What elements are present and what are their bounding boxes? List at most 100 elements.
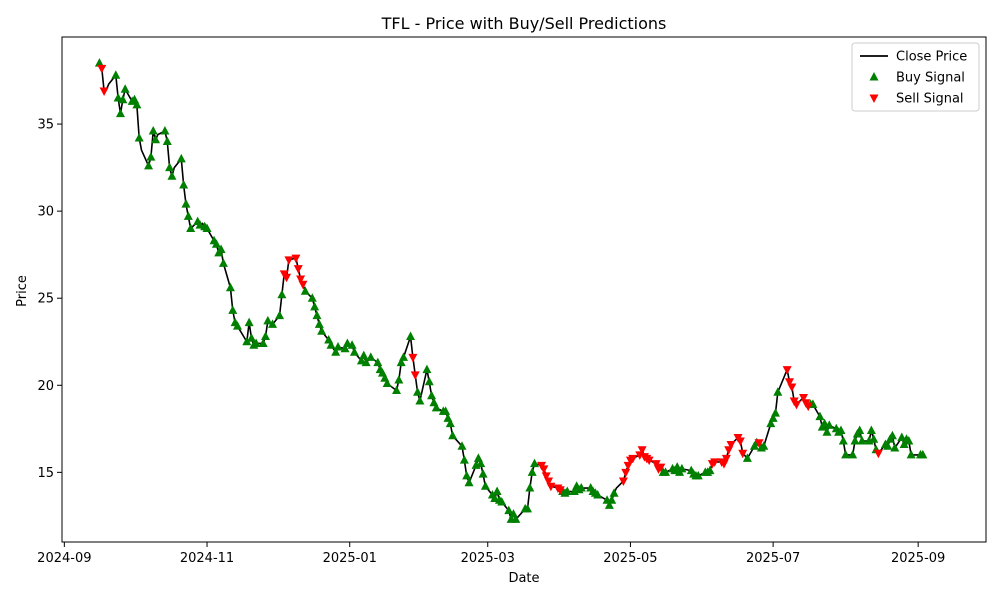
sell-signal-marker xyxy=(656,463,666,473)
buy-signal-marker xyxy=(251,338,261,347)
plot-area: 2024-09 2024-11 2025-01 2025-03 2025-05 2025-… xyxy=(37,36,987,566)
buy-signal-marker xyxy=(144,160,154,170)
buy-signal-marker xyxy=(441,406,451,415)
sell-signal-marker xyxy=(785,378,795,387)
sell-signal-marker xyxy=(792,400,802,410)
sell-signal-marker xyxy=(710,458,720,467)
sell-signal-marker xyxy=(628,454,638,464)
buy-signal-marker xyxy=(340,343,350,353)
sell-signal-marker xyxy=(99,87,109,96)
buy-signal-marker xyxy=(232,321,242,330)
buy-signal-marker xyxy=(855,425,865,435)
buy-signal-marker xyxy=(593,489,603,499)
buy-signal-marker xyxy=(525,483,535,492)
buy-signal-marker xyxy=(120,84,130,93)
buy-signal-marker xyxy=(766,418,776,428)
buy-signal-marker xyxy=(307,293,317,302)
buy-signal-marker xyxy=(576,483,586,492)
sell-signal-marker xyxy=(873,449,883,459)
buy-signal-marker xyxy=(822,427,832,436)
buy-signal-marker xyxy=(275,310,285,320)
buy-signal-marker xyxy=(183,211,193,220)
buy-signal-marker xyxy=(504,505,514,515)
buy-signal-marker xyxy=(661,467,671,476)
buy-signal-marker xyxy=(899,439,909,448)
buy-signal-marker xyxy=(186,223,196,233)
buy-signal-marker xyxy=(396,357,406,367)
buy-signal-marker xyxy=(848,449,858,459)
buy-signal-marker xyxy=(268,319,278,328)
buy-signal-marker xyxy=(462,470,472,480)
sell-signal-marker xyxy=(546,482,556,492)
buy-signal-marker xyxy=(857,436,867,445)
sell-signal-marker xyxy=(651,460,661,469)
sell-signal-marker xyxy=(284,256,294,265)
sell-signal-marker xyxy=(721,454,731,464)
buy-signal-marker xyxy=(492,486,502,495)
buy-signal-marker xyxy=(179,180,189,189)
buy-signal-marker xyxy=(310,301,320,311)
buy-signal-marker xyxy=(607,495,617,504)
buy-signal-marker xyxy=(457,441,467,450)
buy-signal-marker xyxy=(562,486,572,495)
buy-signal-marker xyxy=(523,503,533,513)
buy-signal-marker xyxy=(300,286,310,295)
buy-signal-marker xyxy=(148,126,158,135)
buy-signal-marker xyxy=(883,441,893,450)
buy-signal-marker xyxy=(359,350,369,360)
buy-signal-marker xyxy=(906,449,916,459)
buy-signal-marker xyxy=(244,317,254,327)
buy-signal-marker xyxy=(326,340,336,349)
buy-signal-marker xyxy=(151,134,161,144)
buy-signal-marker xyxy=(349,347,359,356)
y-axis-label: Price xyxy=(15,275,30,307)
sell-signal-marker xyxy=(408,353,418,363)
buy-signal-marker xyxy=(258,338,268,347)
buy-signal-marker xyxy=(476,458,486,468)
buy-signal-marker xyxy=(413,387,423,396)
buy-signal-marker xyxy=(242,336,252,346)
buy-signal-marker xyxy=(162,136,172,145)
sell-signal-marker xyxy=(555,486,565,495)
sell-signal-marker xyxy=(296,275,306,285)
sell-signal-marker xyxy=(782,366,792,375)
buy-signal-marker xyxy=(317,326,327,335)
legend: Close Price Buy Signal Sell Signal xyxy=(851,42,980,112)
buy-signal-marker xyxy=(246,333,256,342)
buy-signal-marker xyxy=(216,244,226,253)
buy-signal-marker xyxy=(277,289,287,299)
sell-signal-marker xyxy=(541,472,551,481)
x-tick-label: 2025-01 xyxy=(323,551,377,566)
buy-signal-marker xyxy=(705,465,715,475)
buy-signal-marker xyxy=(261,331,271,341)
y-tick-label: 20 xyxy=(37,379,54,394)
buy-signal-marker xyxy=(118,94,128,104)
buy-signal-marker xyxy=(841,449,851,459)
buy-signal-marker xyxy=(768,413,778,422)
buy-signal-marker xyxy=(869,434,879,443)
buy-signal-marker xyxy=(677,463,687,473)
buy-signal-marker xyxy=(394,375,404,384)
buy-signal-marker xyxy=(480,481,490,490)
buy-signal-marker xyxy=(527,467,537,476)
sell-signal-marker xyxy=(735,437,745,446)
x-tick-label: 2025-07 xyxy=(746,551,800,566)
x-tick-label: 2024-11 xyxy=(180,551,234,566)
buy-signal-marker xyxy=(415,395,425,405)
legend-box xyxy=(851,42,980,112)
y-tick-label: 30 xyxy=(37,205,54,220)
buy-signal-marker xyxy=(165,162,175,172)
buy-signal-marker xyxy=(399,352,409,361)
buy-signal-marker xyxy=(132,99,142,109)
buy-signal-marker xyxy=(838,436,848,445)
buy-signal-marker xyxy=(314,319,324,328)
buy-signal-marker xyxy=(770,408,780,417)
buy-signal-marker xyxy=(211,239,221,248)
buy-signal-marker xyxy=(146,152,156,161)
buy-signal-marker xyxy=(890,442,900,452)
x-tick-label: 2025-09 xyxy=(891,551,945,566)
buy-signal-marker xyxy=(904,436,914,445)
